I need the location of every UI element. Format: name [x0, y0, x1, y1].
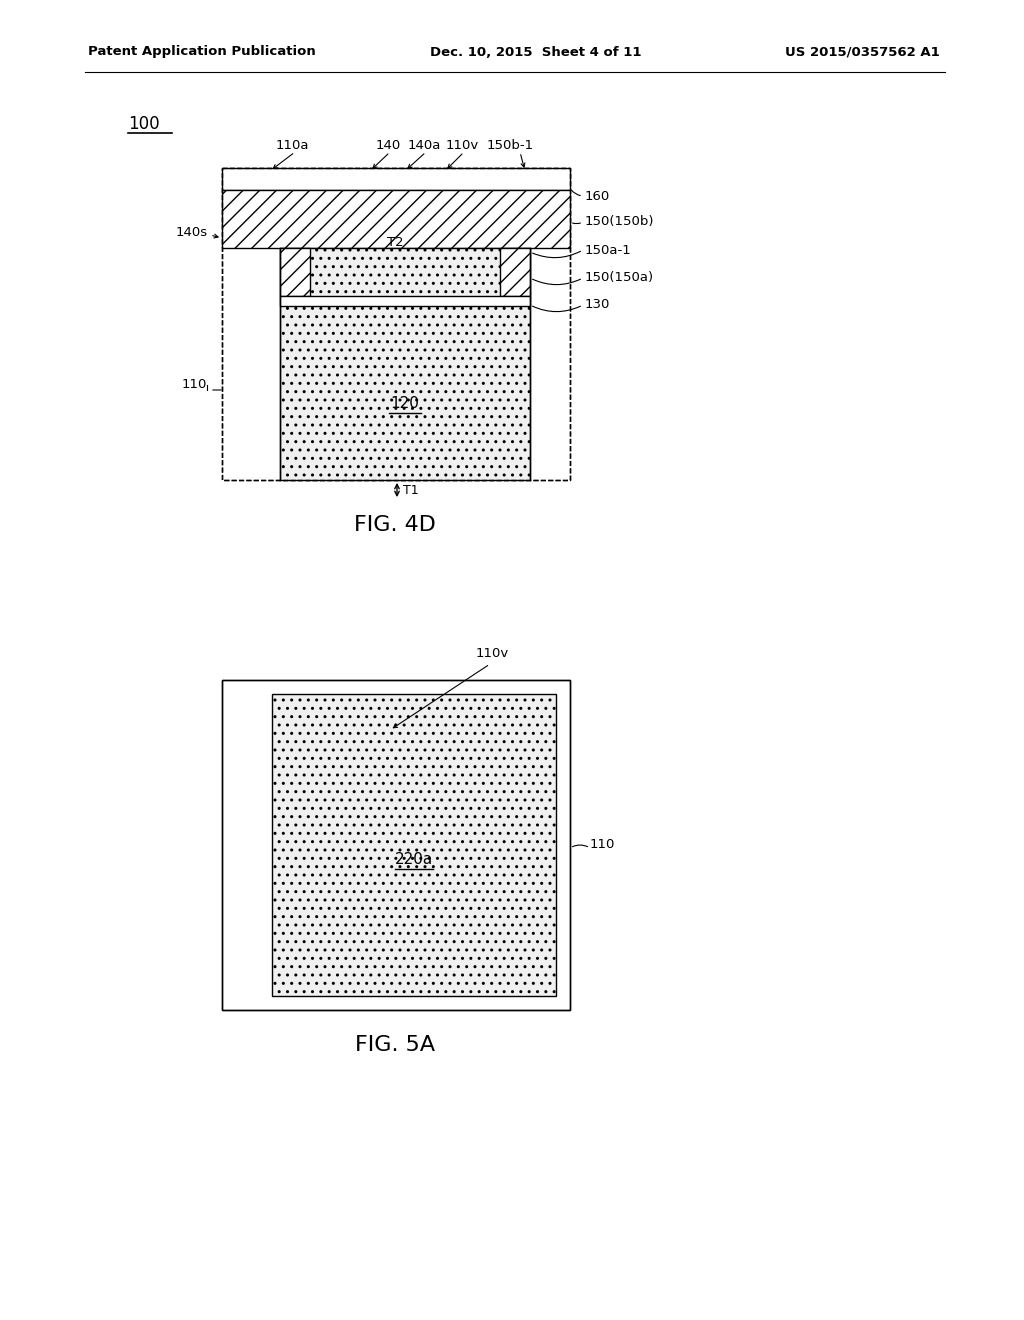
Text: 130: 130	[585, 298, 610, 312]
Text: 110a: 110a	[275, 139, 309, 152]
Text: 100: 100	[128, 115, 160, 133]
Text: US 2015/0357562 A1: US 2015/0357562 A1	[785, 45, 940, 58]
Text: 110v: 110v	[476, 647, 509, 660]
Bar	[222, 168, 570, 480]
Bar	[222, 680, 570, 1010]
Text: 140s: 140s	[176, 226, 208, 239]
Bar	[280, 248, 530, 480]
Bar	[222, 168, 570, 190]
Text: Patent Application Publication: Patent Application Publication	[88, 45, 315, 58]
Text: 150(150b): 150(150b)	[585, 215, 654, 228]
Bar	[280, 248, 310, 296]
Text: 110: 110	[590, 838, 615, 851]
Text: FIG. 5A: FIG. 5A	[355, 1035, 435, 1055]
Text: 120: 120	[390, 396, 420, 412]
Text: 150(150a): 150(150a)	[585, 272, 654, 285]
Bar	[222, 190, 570, 248]
Text: T2: T2	[387, 236, 403, 249]
Bar	[280, 296, 530, 306]
Bar	[222, 168, 570, 480]
Bar	[222, 680, 570, 1010]
Text: 150a-1: 150a-1	[585, 243, 632, 256]
Text: 110: 110	[181, 379, 207, 392]
Text: T1: T1	[403, 483, 419, 496]
Text: Dec. 10, 2015  Sheet 4 of 11: Dec. 10, 2015 Sheet 4 of 11	[430, 45, 641, 58]
Text: 150b-1: 150b-1	[486, 139, 534, 152]
Text: 220a: 220a	[395, 853, 433, 867]
Text: FIG. 4D: FIG. 4D	[354, 515, 436, 535]
Text: 110v: 110v	[445, 139, 478, 152]
Text: 140a: 140a	[408, 139, 440, 152]
Text: 140: 140	[376, 139, 400, 152]
Bar	[272, 694, 556, 997]
Text: 160: 160	[585, 190, 610, 202]
Bar	[500, 248, 530, 296]
